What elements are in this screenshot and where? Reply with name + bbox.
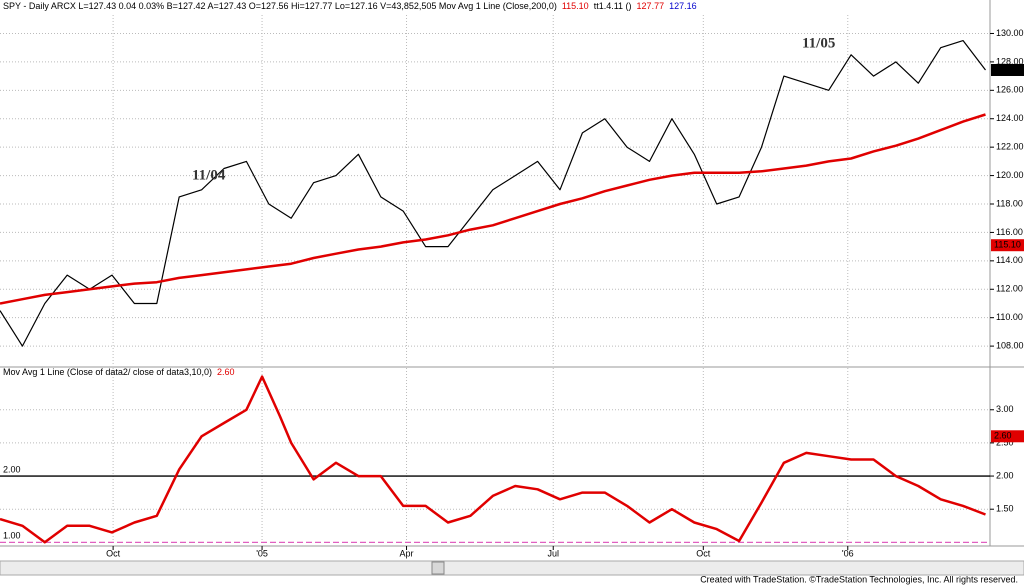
header-part: tt1.4.11 () [594,1,632,11]
last-value-box [991,239,1024,252]
y-tick-label: 1.50 [996,504,1014,514]
series-line [0,40,986,347]
reference-label: 2.00 [3,464,21,474]
y-tick-label: 112.00 [996,284,1023,294]
panel-header: Mov Avg 1 Line (Close of data2/ close of… [3,367,235,377]
y-tick-label: 2.00 [996,470,1014,480]
x-tick-label: '05 [256,548,268,558]
x-tick-label: Jul [547,548,559,558]
y-tick-label: 122.00 [996,142,1024,152]
y-tick-label: 120.00 [996,170,1024,180]
x-tick-label: '06 [842,548,854,558]
reference-label: 1.00 [3,531,21,541]
y-tick-label: 126.00 [996,85,1024,95]
header-part: 115.10 [562,1,589,11]
x-tick-label: Oct [106,548,121,558]
y-tick-label: 128.00 [996,56,1024,66]
header-part: 2.60 [217,367,235,377]
y-tick-label: 130.00 [996,28,1024,38]
scrollbar-thumb[interactable] [431,561,445,575]
last-value-box [991,63,1024,76]
scrollbar[interactable] [0,560,1024,576]
x-tick-label: Oct [696,548,711,558]
series-line [0,375,986,544]
panel-header: SPY - Daily ARCX L=127.43 0.04 0.03% B=1… [3,1,697,11]
last-value-label: 115.10 [994,240,1021,250]
header-part: 127.77 [637,1,665,11]
header-part: SPY - Daily ARCX L=127.43 0.04 0.03% B=1… [3,1,557,11]
y-tick-label: 110.00 [996,312,1023,322]
y-tick-label: 3.00 [996,404,1014,414]
header-part: 127.16 [669,1,697,11]
y-tick-label: 124.00 [996,113,1024,123]
y-tick-label: 118.00 [996,198,1023,208]
y-tick-label: 116.00 [996,227,1023,237]
annotation: 11/05 [802,35,835,51]
annotation: 11/04 [192,167,226,183]
x-tick-label: Apr [400,548,414,558]
y-tick-label: 108.00 [996,340,1024,350]
footer: Created with TradeStation. ©TradeStation… [700,574,1018,584]
y-tick-label: 114.00 [996,255,1023,265]
last-value-box [991,430,1024,443]
last-value-label: 127.43 [994,64,1022,74]
last-value-label: 2.60 [994,431,1012,441]
series-line [0,113,986,305]
header-part: Mov Avg 1 Line (Close of data2/ close of… [3,367,212,377]
y-tick-label: 2.50 [996,437,1014,447]
